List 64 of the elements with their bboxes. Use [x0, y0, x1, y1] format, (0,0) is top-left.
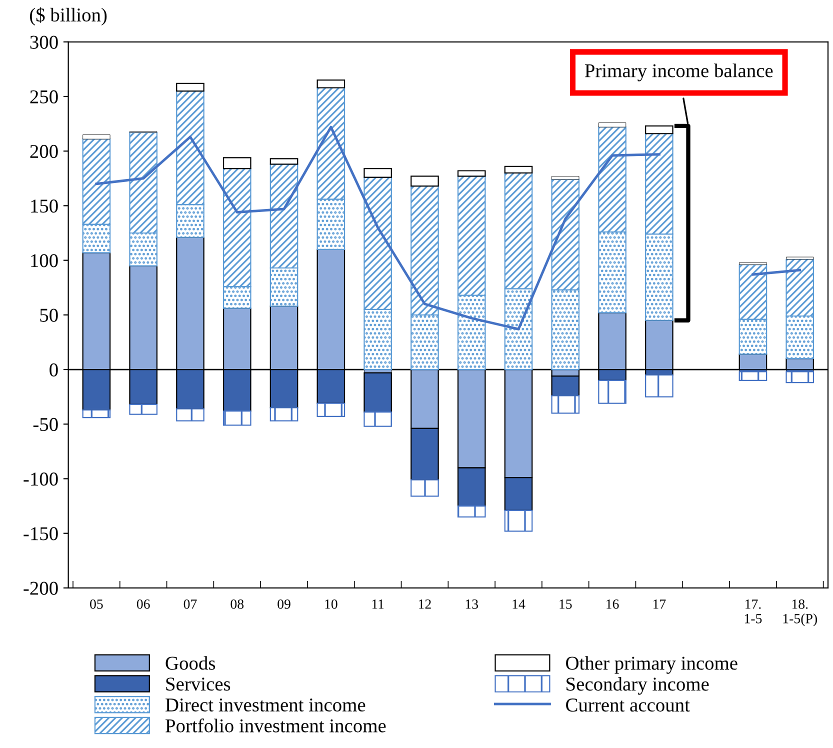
- bar: [738, 371, 768, 381]
- x-tick-label: 13: [466, 599, 478, 609]
- legend-label: Services: [166, 678, 230, 691]
- bar: [786, 371, 814, 384]
- x-tick-label: 17. 1-5: [744, 600, 762, 624]
- bar: [504, 510, 533, 532]
- bar: [270, 158, 298, 165]
- bar: [739, 262, 767, 265]
- y-tick-label: -150: [24, 527, 58, 540]
- bar: [457, 505, 486, 518]
- bar: [129, 404, 158, 415]
- x-tick-label: 18. 1-5(P): [783, 599, 817, 626]
- y-tick-label: 100: [31, 254, 58, 268]
- x-tick-label: 08: [230, 599, 244, 609]
- y-tick-label: 50: [40, 308, 58, 322]
- bar: [552, 176, 580, 180]
- y-tick-label: 150: [31, 200, 58, 213]
- bar: [316, 402, 346, 418]
- legend-label: Other primary income: [566, 656, 738, 674]
- y-tick-label: 200: [30, 144, 58, 158]
- y-axis-title: ($ billion): [30, 7, 107, 26]
- x-tick-label: 10: [325, 599, 338, 609]
- y-tick-label: -50: [33, 418, 58, 432]
- legend-label: Goods: [166, 656, 216, 670]
- bar: [364, 168, 392, 178]
- legend-label: Secondary income: [566, 677, 709, 695]
- bar: [364, 412, 392, 427]
- bar: [645, 374, 674, 398]
- legend-label: Direct investment income: [166, 698, 366, 712]
- x-tick-label: 17: [653, 600, 666, 609]
- x-tick-label: 14: [512, 600, 526, 609]
- legend-label: Portfolio investment income: [166, 718, 386, 732]
- bar: [598, 122, 626, 128]
- bar: [176, 82, 204, 92]
- legend-label: Current account: [566, 698, 690, 712]
- x-tick-label: 06: [136, 599, 150, 609]
- bar: [364, 372, 392, 413]
- bar: [222, 410, 252, 426]
- y-tick-label: 0: [50, 363, 58, 376]
- x-tick-label: 11: [372, 600, 384, 609]
- x-tick-label: 07: [184, 599, 197, 609]
- bar: [457, 170, 486, 177]
- bar: [176, 408, 204, 422]
- bar: [504, 166, 533, 174]
- bar: [82, 134, 110, 140]
- bar: [82, 409, 111, 418]
- bar: [598, 380, 626, 404]
- x-tick-label: 05: [90, 599, 103, 609]
- x-tick-label: 09: [278, 599, 290, 609]
- x-tick-label: 15: [560, 600, 572, 609]
- bar: [270, 407, 298, 422]
- bar: [786, 256, 814, 260]
- x-tick-label: 12: [418, 599, 431, 609]
- bar: [222, 157, 252, 170]
- bar: [316, 80, 346, 88]
- y-tick-label: -200: [24, 582, 58, 595]
- y-tick-label: -100: [24, 472, 58, 486]
- bar: [551, 395, 580, 414]
- y-tick-label: 250: [30, 90, 58, 104]
- annotation: Primary income balance: [584, 64, 773, 82]
- y-tick-label: 300: [30, 36, 58, 49]
- bar: [410, 479, 439, 497]
- bar: [410, 176, 439, 187]
- x-tick-label: 16: [606, 599, 619, 609]
